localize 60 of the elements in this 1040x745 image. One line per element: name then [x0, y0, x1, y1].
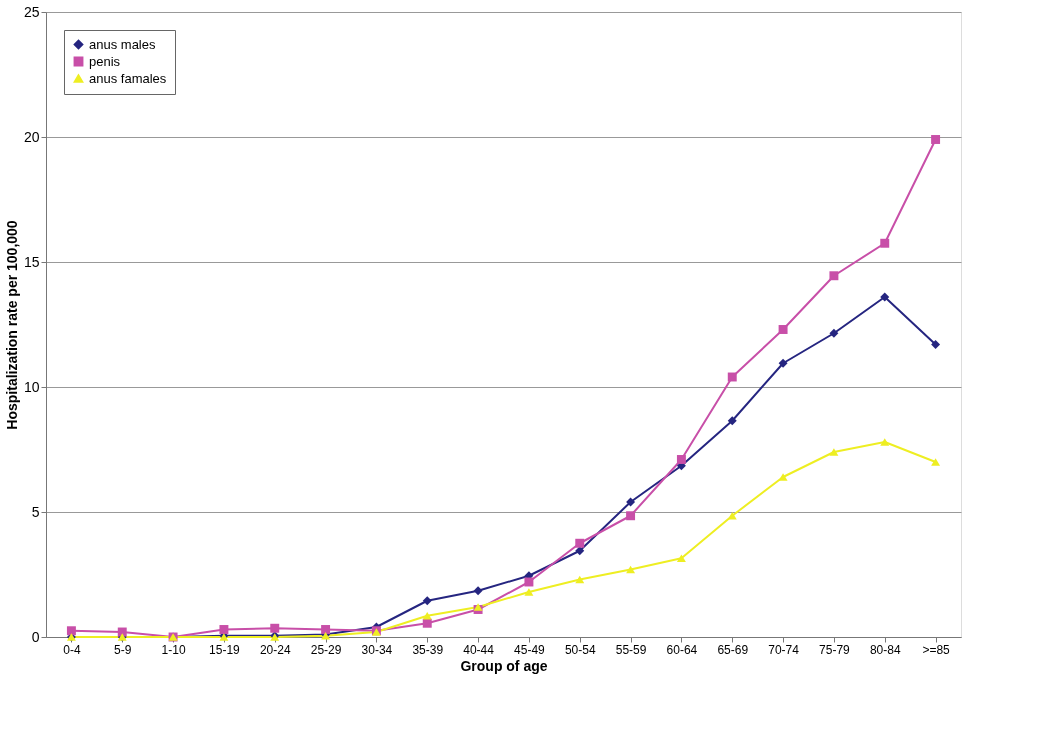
x-tick-label: 40-44 — [463, 642, 495, 657]
y-tick-label: 0 — [31, 628, 40, 645]
point — [727, 511, 737, 520]
point — [524, 577, 534, 587]
x-tick-label: 70-74 — [768, 642, 800, 657]
x-tick-label: 5-9 — [114, 642, 132, 657]
point — [626, 511, 636, 521]
point — [778, 325, 788, 334]
point — [524, 588, 534, 596]
point — [931, 135, 941, 144]
point — [473, 586, 483, 596]
point — [727, 416, 737, 426]
y-tick-label: 20 — [23, 128, 40, 145]
x-tick-label: 35-39 — [412, 642, 444, 657]
x-tick-label: >=85 — [922, 642, 951, 657]
point — [219, 625, 229, 634]
x-tick-label: 65-69 — [717, 642, 749, 657]
x-tick-label: 60-64 — [666, 642, 698, 657]
x-tick-label: 25-29 — [310, 642, 342, 657]
y-tick-label: 5 — [31, 503, 40, 520]
point — [727, 372, 737, 382]
point — [575, 575, 585, 584]
x-axis-title: Group of age — [460, 657, 548, 674]
point — [626, 497, 636, 507]
point — [321, 625, 331, 634]
point — [880, 438, 890, 446]
y-tick-label: 25 — [23, 3, 40, 20]
x-tick-label: 20-24 — [259, 642, 291, 657]
y-tick-label: 10 — [23, 378, 40, 395]
point — [931, 458, 941, 466]
x-tick-label: 1-10 — [161, 642, 186, 657]
x-tick-label: 75-79 — [819, 642, 851, 657]
point — [422, 596, 432, 606]
point — [931, 340, 941, 349]
y-axis-title: Hospitalization rate per 100,000 — [3, 220, 20, 430]
x-tick-label: 50-54 — [564, 642, 596, 657]
legend-label: anus males — [89, 36, 156, 52]
point — [829, 448, 839, 456]
x-tick-label: 55-59 — [615, 642, 647, 657]
point — [626, 565, 636, 574]
point — [829, 328, 839, 338]
x-tick-label: 45-49 — [514, 642, 546, 657]
point — [676, 455, 686, 464]
x-tick-label: 0-4 — [63, 642, 81, 657]
x-tick-label: 30-34 — [361, 642, 393, 657]
point — [422, 611, 432, 620]
point — [880, 292, 890, 302]
point — [270, 623, 280, 633]
point — [778, 358, 788, 368]
point — [66, 626, 76, 636]
x-tick-label: 15-19 — [209, 642, 241, 657]
point — [880, 238, 890, 248]
point — [778, 473, 788, 481]
legend-label: penis — [89, 53, 121, 69]
point — [575, 538, 585, 548]
point — [676, 554, 686, 563]
point — [829, 271, 839, 281]
y-tick-label: 15 — [23, 253, 40, 270]
x-tick-label: 80-84 — [869, 642, 901, 657]
legend-label: anus famales — [89, 70, 167, 86]
